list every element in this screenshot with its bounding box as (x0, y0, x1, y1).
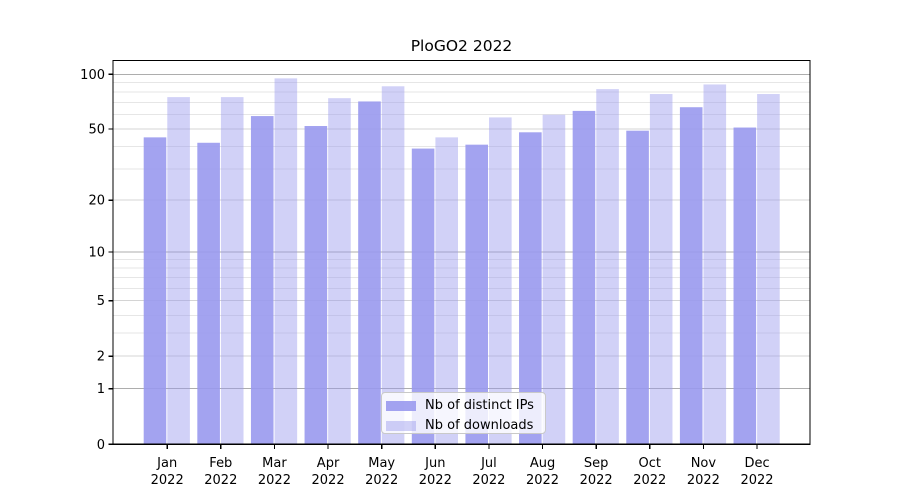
x-tick-label-month: Feb (209, 456, 232, 471)
bar (220, 97, 244, 445)
bar (304, 126, 328, 445)
x-tick-label-month: Jan (156, 456, 177, 471)
x-tick-label-year: 2022 (526, 473, 559, 488)
x-tick-label-year: 2022 (740, 473, 773, 488)
bar (572, 110, 596, 445)
x-tick-label-year: 2022 (151, 473, 184, 488)
legend-swatch-downloads (386, 421, 416, 431)
bar (250, 116, 274, 445)
x-tick-label-month: May (368, 456, 395, 471)
x-tick-label-year: 2022 (687, 473, 720, 488)
x-tick-label-year: 2022 (365, 473, 398, 488)
legend-item-downloads: Nb of downloads (386, 416, 545, 436)
bar (411, 148, 435, 445)
x-tick-label-month: Nov (691, 456, 717, 471)
bar (143, 137, 167, 445)
bar (489, 117, 512, 445)
x-tick-label-month: Jun (424, 456, 445, 471)
x-tick-label-month: Sep (584, 456, 609, 471)
y-tick-label: 5 (97, 294, 105, 309)
bar (465, 144, 489, 445)
x-tick-label-year: 2022 (580, 473, 613, 488)
chart-title: PloGO2 2022 (410, 37, 513, 55)
bar (757, 94, 780, 445)
bar (626, 130, 649, 445)
bar (167, 97, 190, 445)
y-tick-label: 20 (88, 194, 105, 209)
x-tick-label-year: 2022 (312, 473, 345, 488)
bar (328, 98, 351, 445)
bar (358, 101, 381, 445)
y-tick-label: 1 (97, 382, 105, 397)
bar (435, 137, 458, 445)
x-tick-label-month: Dec (744, 456, 769, 471)
y-tick-label: 50 (88, 123, 105, 138)
legend-swatch-distinct-ips (386, 401, 416, 411)
y-tick-label: 10 (88, 246, 105, 261)
bar (679, 107, 703, 445)
bar (733, 127, 757, 445)
bar (542, 114, 566, 445)
y-tick-label: 0 (97, 438, 105, 453)
x-tick-label-month: Jul (480, 456, 497, 471)
x-tick-label-month: Mar (262, 456, 287, 471)
bar (703, 84, 727, 445)
x-tick-label-year: 2022 (419, 473, 452, 488)
bar (274, 78, 298, 445)
bar (649, 94, 673, 445)
legend-label-distinct-ips: Nb of distinct IPs (425, 398, 534, 413)
bar (381, 86, 405, 445)
legend-item-distinct-ips: Nb of distinct IPs (386, 396, 545, 416)
y-tick-label: 100 (80, 68, 105, 83)
x-tick-label-year: 2022 (472, 473, 505, 488)
bar (596, 89, 619, 445)
x-tick-label-year: 2022 (204, 473, 237, 488)
bar (197, 142, 220, 445)
bar (519, 132, 542, 445)
x-tick-label-month: Oct (639, 456, 661, 471)
x-tick-label-month: Apr (317, 456, 340, 471)
legend-label-downloads: Nb of downloads (425, 418, 534, 433)
x-tick-label-month: Aug (530, 456, 555, 471)
legend: Nb of distinct IPs Nb of downloads (381, 391, 546, 436)
x-tick-label-year: 2022 (633, 473, 666, 488)
y-tick-label: 2 (97, 350, 105, 365)
x-tick-label-year: 2022 (258, 473, 291, 488)
